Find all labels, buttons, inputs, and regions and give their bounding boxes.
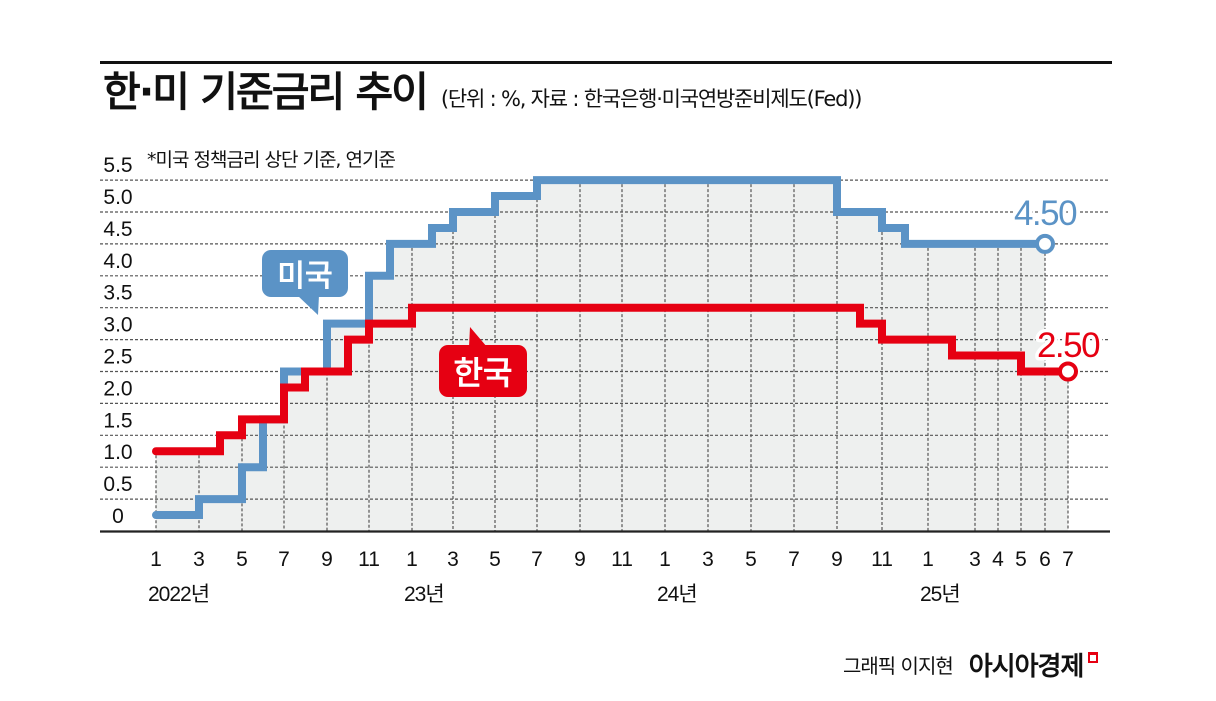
x-tick-label: 3 <box>702 548 714 571</box>
area-fill-series-1 <box>156 307 1068 531</box>
x-tick-label: 11 <box>611 548 633 571</box>
end-value-label: 2.50 <box>1037 326 1100 365</box>
x-tick-label: 6 <box>1039 548 1051 571</box>
area-fill <box>156 180 1068 531</box>
end-marker-circle-icon <box>1058 361 1078 382</box>
x-tick-label: 11 <box>358 548 380 571</box>
end-value-label: 4.50 <box>1014 194 1077 233</box>
y-tick-label: 5.0 <box>103 186 132 209</box>
x-tick-label: 5 <box>1015 548 1027 571</box>
x-tick-label: 3 <box>193 548 205 571</box>
x-tick-label: 11 <box>871 548 893 571</box>
x-tick-label: 4 <box>992 548 1004 571</box>
y-tick-label: 4.0 <box>103 250 132 273</box>
y-tick-label: 1.5 <box>103 409 132 432</box>
gridlines <box>100 179 1110 531</box>
x-tick-label: 5 <box>745 548 757 571</box>
x-tick-label: 7 <box>788 548 800 571</box>
x-tick-label: 1 <box>150 548 162 571</box>
chart-note: *미국 정책금리 상단 기준, 연기준 <box>147 149 396 171</box>
y-tick-label: 0.5 <box>103 473 132 496</box>
year-label: 2022년 <box>148 583 209 606</box>
callout-label-us: 미국 <box>277 259 332 294</box>
series-lines: 4.50 2.50 <box>152 176 1105 520</box>
y-tick-label: 2.5 <box>103 346 132 369</box>
graphic-credit: 그래픽 이지현 <box>843 654 954 678</box>
y-tick-label: 0 <box>112 505 124 528</box>
x-tick-label: 1 <box>406 548 418 571</box>
y-tick-label: 1.0 <box>103 441 132 464</box>
y-tick-label: 3.5 <box>103 282 132 305</box>
publisher-logo: 아시아경제 <box>968 652 1085 682</box>
x-tick-label: 5 <box>236 548 248 571</box>
year-label: 24년 <box>657 583 697 606</box>
callout-korea: 한국 <box>439 327 527 397</box>
end-marker-circle-icon <box>1035 233 1055 254</box>
x-tick-label: 3 <box>969 548 981 571</box>
y-tick-label: 2.0 <box>103 377 132 400</box>
top-rule <box>100 61 1112 64</box>
x-tick-label: 9 <box>574 548 586 571</box>
series-line-korea <box>152 303 1072 456</box>
y-tick-label: 4.5 <box>103 218 132 241</box>
chart-title: 한·미 기준금리 추이 <box>103 68 429 116</box>
x-tick-label: 9 <box>321 548 333 571</box>
series-line-us <box>152 176 1049 520</box>
red-square-icon <box>1088 652 1099 663</box>
x-tick-label: 7 <box>278 548 290 571</box>
y-tick-label: 5.5 <box>103 154 132 177</box>
x-tick-label: 1 <box>922 548 934 571</box>
chart-subtitle: (단위 : %, 자료 : 한국은행·미국연방준비제도(Fed)) <box>440 87 863 111</box>
x-tick-label: 7 <box>1062 548 1074 571</box>
year-label: 25년 <box>920 583 960 606</box>
footer: 그래픽 이지현 아시아경제 <box>843 646 1099 683</box>
year-label: 23년 <box>404 583 444 606</box>
x-tick-label: 5 <box>489 548 501 571</box>
callout-label-korea: 한국 <box>454 354 513 392</box>
x-tick-label: 9 <box>831 548 843 571</box>
header: 한·미 기준금리 추이 (단위 : %, 자료 : 한국은행·미국연방준비제도(… <box>103 64 863 120</box>
y-tick-label: 3.0 <box>103 314 132 337</box>
y-axis-labels: 0 0.5 1.0 1.5 2.0 2.5 3.0 3.5 4.0 4.5 5.0 5.5 <box>103 154 132 528</box>
callout-us: 미국 <box>262 250 348 315</box>
x-tick-label: 7 <box>531 548 543 571</box>
x-tick-label: 1 <box>659 548 671 571</box>
x-tick-label: 3 <box>447 548 459 571</box>
